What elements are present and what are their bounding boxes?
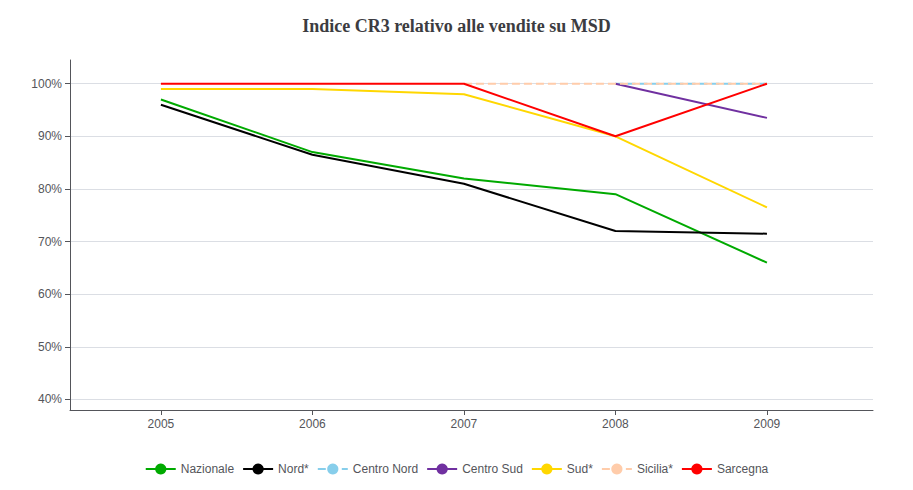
svg-text:2008: 2008 bbox=[602, 417, 629, 431]
svg-text:Sarcegna: Sarcegna bbox=[717, 462, 769, 476]
svg-text:Centro Nord: Centro Nord bbox=[353, 462, 418, 476]
svg-text:Nord*: Nord* bbox=[278, 462, 309, 476]
svg-text:2007: 2007 bbox=[451, 417, 478, 431]
svg-text:100%: 100% bbox=[31, 77, 62, 91]
svg-text:2005: 2005 bbox=[148, 417, 175, 431]
svg-text:40%: 40% bbox=[38, 392, 62, 406]
svg-text:2006: 2006 bbox=[299, 417, 326, 431]
svg-text:60%: 60% bbox=[38, 287, 62, 301]
svg-text:70%: 70% bbox=[38, 235, 62, 249]
svg-text:Sicilia*: Sicilia* bbox=[637, 462, 673, 476]
svg-text:Indice CR3 relativo alle vendi: Indice CR3 relativo alle vendite su MSD bbox=[302, 16, 611, 36]
svg-text:Nazionale: Nazionale bbox=[181, 462, 235, 476]
svg-text:80%: 80% bbox=[38, 182, 62, 196]
svg-text:2009: 2009 bbox=[754, 417, 781, 431]
svg-text:50%: 50% bbox=[38, 340, 62, 354]
svg-text:Sud*: Sud* bbox=[567, 462, 593, 476]
svg-text:Centro Sud: Centro Sud bbox=[462, 462, 523, 476]
svg-text:90%: 90% bbox=[38, 129, 62, 143]
